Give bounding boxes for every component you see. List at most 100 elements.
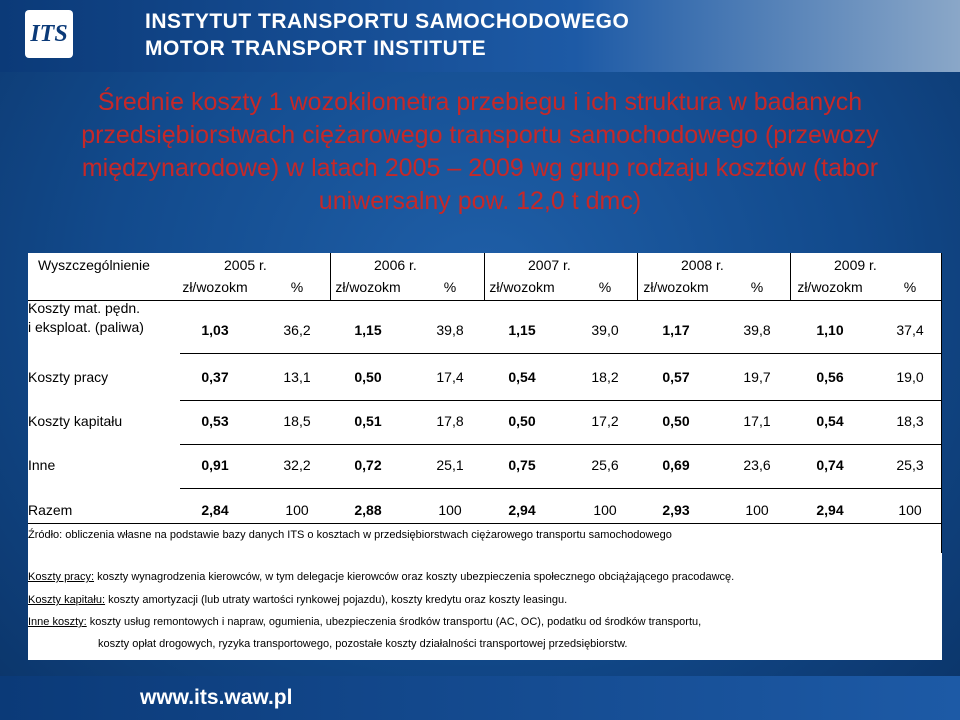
cell: 2,94 <box>816 502 844 518</box>
cell: 100 <box>285 502 309 518</box>
unit-header: zł/wozokm <box>335 279 401 295</box>
cell: 0,50 <box>508 413 536 429</box>
row-label: i eksploat. (paliwa) <box>28 319 144 335</box>
cell: 2,93 <box>662 502 690 518</box>
row-border <box>180 353 942 354</box>
cell: 19,7 <box>743 369 771 385</box>
cell: 17,8 <box>436 413 464 429</box>
title-line: międzynarodowe) w latach 2005 – 2009 wg … <box>81 154 879 182</box>
cell: 0,53 <box>201 413 229 429</box>
cell: 13,1 <box>283 369 311 385</box>
cell: 1,10 <box>816 322 844 338</box>
note-term: Koszty kapitału: <box>28 594 106 606</box>
row-label: Inne <box>28 457 56 473</box>
cell: 17,2 <box>591 413 619 429</box>
cell: 19,0 <box>896 369 924 385</box>
cell: 0,50 <box>354 369 382 385</box>
unit-header: % <box>903 279 917 295</box>
cell: 18,3 <box>896 413 924 429</box>
cell: 2,94 <box>508 502 536 518</box>
cell: 100 <box>898 502 922 518</box>
column-border <box>330 253 331 300</box>
cell: 37,4 <box>896 322 924 338</box>
cell: 0,54 <box>816 413 844 429</box>
unit-header: zł/wozokm <box>182 279 248 295</box>
unit-header: % <box>290 279 304 295</box>
footer-bar <box>0 676 960 720</box>
note: Koszty pracy: koszty wynagrodzenia kiero… <box>28 571 734 583</box>
cell: 0,51 <box>354 413 382 429</box>
cell: 0,37 <box>201 369 229 385</box>
source-note: Źródło: obliczenia własne na podstawie b… <box>28 529 672 541</box>
column-border <box>637 253 638 300</box>
footer-url: www.its.waw.pl <box>140 686 293 709</box>
header-bar <box>0 0 960 72</box>
unit-header: % <box>443 279 457 295</box>
cell: 100 <box>593 502 617 518</box>
cell: 0,50 <box>662 413 690 429</box>
unit-header: % <box>750 279 764 295</box>
note-term: Inne koszty: <box>28 616 87 628</box>
note-text: koszty amortyzacji (lub utraty wartości … <box>105 594 568 606</box>
cell: 100 <box>438 502 462 518</box>
row-label: Koszty kapitału <box>28 413 123 429</box>
cell: 18,5 <box>283 413 311 429</box>
cell: 1,15 <box>508 322 536 338</box>
cell: 23,6 <box>743 457 771 473</box>
cell: 39,8 <box>436 322 464 338</box>
title-line: przedsiębiorstwach ciężarowego transport… <box>81 121 879 149</box>
year-header: 2006 r. <box>374 257 417 273</box>
cell: 0,57 <box>662 369 690 385</box>
table-rule <box>28 300 942 301</box>
cell: 2,84 <box>201 502 229 518</box>
cell: 25,3 <box>896 457 924 473</box>
note: Inne koszty: koszty usług remontowych i … <box>28 616 701 628</box>
cell: 25,6 <box>591 457 619 473</box>
year-header: 2005 r. <box>224 257 267 273</box>
column-border <box>941 253 942 553</box>
year-header: 2007 r. <box>528 257 571 273</box>
cell: 17,1 <box>743 413 771 429</box>
cell: 32,2 <box>283 457 311 473</box>
cell: 2,88 <box>354 502 382 518</box>
title-line: uniwersalny pow. 12,0 t dmc) <box>318 187 642 215</box>
cell: 17,4 <box>436 369 464 385</box>
logo: ITS <box>25 10 73 58</box>
unit-header: zł/wozokm <box>489 279 555 295</box>
table-rule <box>28 523 942 524</box>
note-text: koszty usług remontowych i napraw, ogumi… <box>86 616 702 628</box>
cell: 0,75 <box>508 457 536 473</box>
cell: 1,17 <box>662 322 690 338</box>
cell: 0,72 <box>354 457 382 473</box>
note-term: Koszty pracy: <box>28 571 95 583</box>
cell: 1,15 <box>354 322 382 338</box>
cell: 100 <box>745 502 769 518</box>
cell: 0,69 <box>662 457 690 473</box>
cell: 18,2 <box>591 369 619 385</box>
cell: 0,54 <box>508 369 536 385</box>
cell: 39,8 <box>743 322 771 338</box>
unit-header: zł/wozokm <box>797 279 863 295</box>
cell: 25,1 <box>436 457 464 473</box>
note-text: koszty wynagrodzenia kierowców, w tym de… <box>94 571 735 583</box>
row-border <box>180 400 942 401</box>
column-border <box>484 253 485 300</box>
row-border <box>180 488 942 489</box>
cell: 0,56 <box>816 369 844 385</box>
cell: 39,0 <box>591 322 619 338</box>
institute-name-pl: INSTYTUT TRANSPORTU SAMOCHODOWEGO <box>145 10 630 33</box>
note: Koszty kapitału: koszty amortyzacji (lub… <box>28 594 567 606</box>
row-label: Koszty pracy <box>28 369 109 385</box>
year-header: 2009 r. <box>834 257 877 273</box>
corner-header: Wyszczególnienie <box>38 257 150 273</box>
row-label: Koszty mat. pędn. <box>28 300 141 316</box>
cell: 0,74 <box>816 457 844 473</box>
title-line: Średnie koszty 1 wozokilometra przebiegu… <box>97 88 863 116</box>
unit-header: zł/wozokm <box>643 279 709 295</box>
cell: 0,91 <box>201 457 229 473</box>
note-continuation: koszty opłat drogowych, ryzyka transport… <box>98 638 628 650</box>
row-border <box>180 444 942 445</box>
row-label: Razem <box>28 502 73 518</box>
year-header: 2008 r. <box>681 257 724 273</box>
